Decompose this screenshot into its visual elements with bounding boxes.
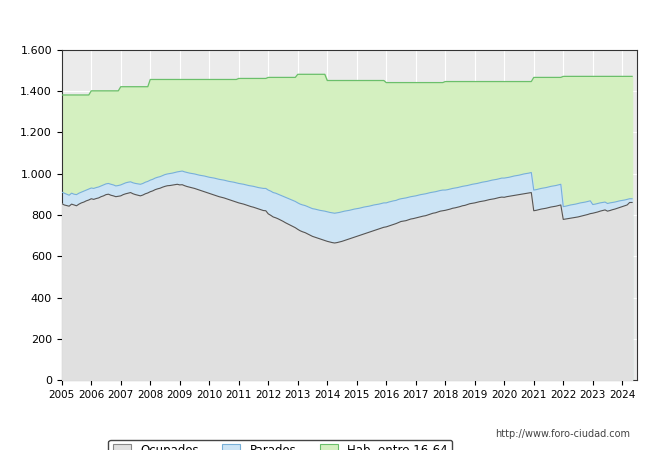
Text: Besalú - Evolucion de la poblacion en edad de Trabajar Mayo de 2024: Besalú - Evolucion de la poblacion en ed… [45,16,605,32]
Text: http://www.foro-ciudad.com: http://www.foro-ciudad.com [495,429,630,439]
Legend: Ocupados, Parados, Hab. entre 16-64: Ocupados, Parados, Hab. entre 16-64 [109,440,452,450]
